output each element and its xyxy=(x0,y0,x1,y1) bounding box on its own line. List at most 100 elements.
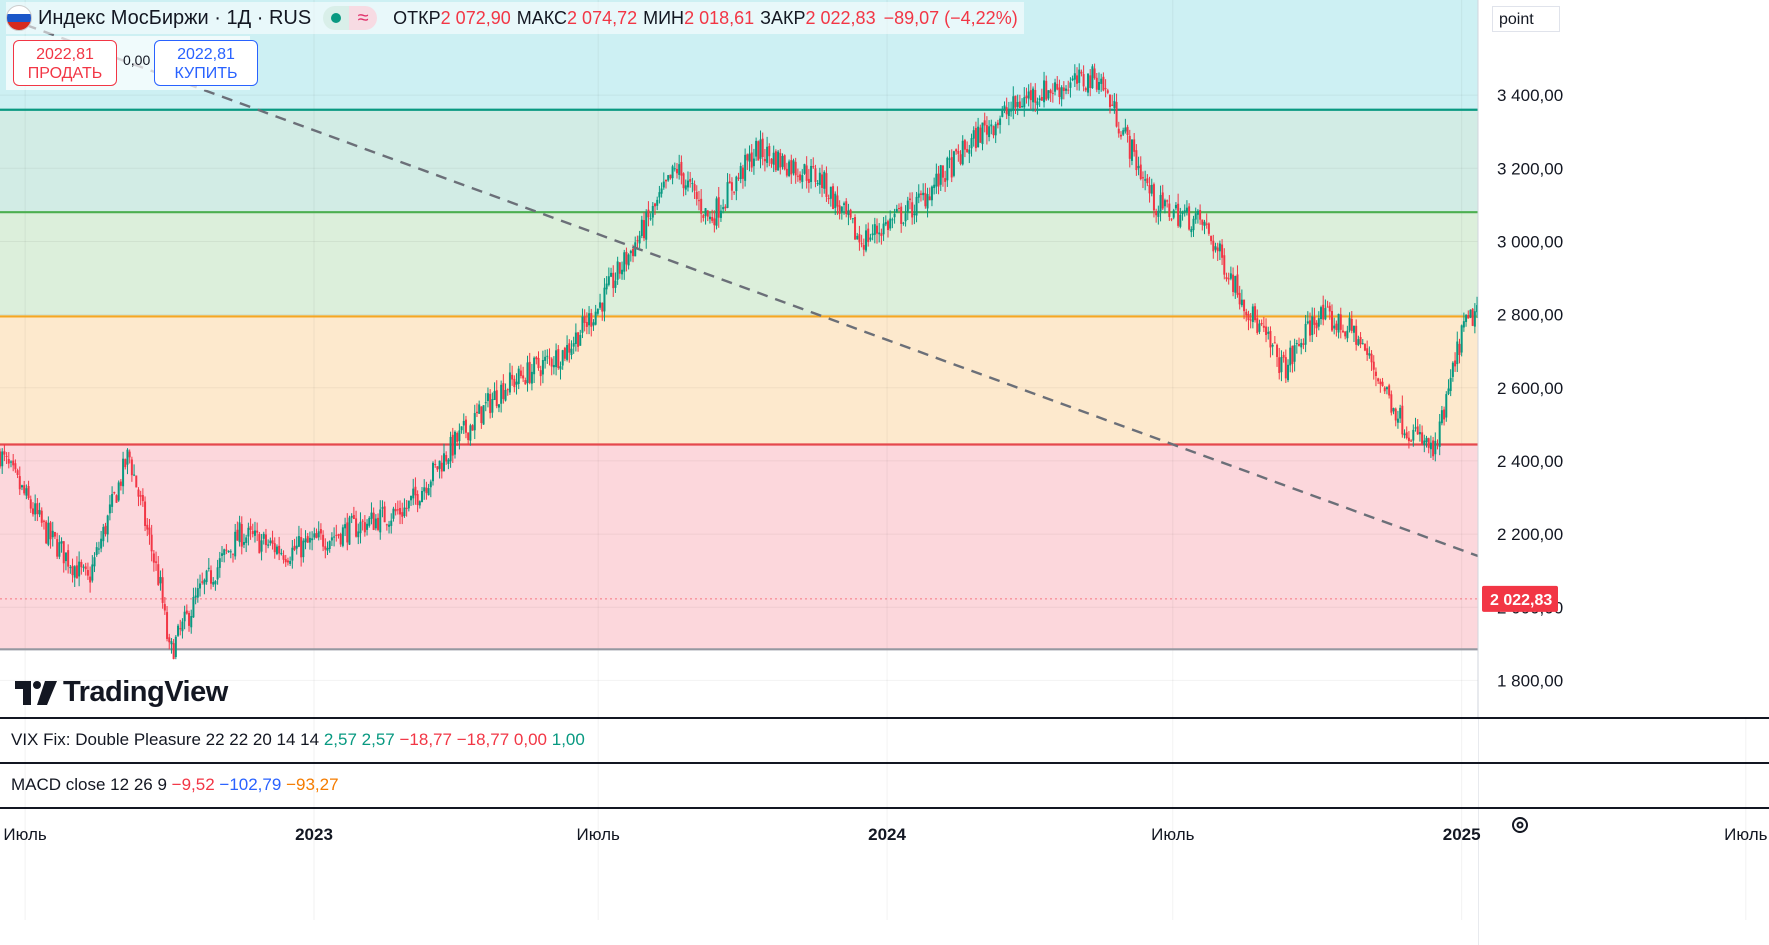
candle-672 xyxy=(1476,296,1479,319)
candle-633 xyxy=(1390,390,1393,416)
candle-body xyxy=(763,158,766,162)
vix-legend[interactable]: VIX Fix: Double Pleasure 22 22 20 14 14 … xyxy=(11,730,585,750)
candle-115 xyxy=(251,523,254,538)
macd-legend[interactable]: MACD close 12 26 9 −9,52 −102,79 −93,27 xyxy=(11,775,339,795)
candle-16 xyxy=(34,494,37,521)
candle-217 xyxy=(475,403,478,418)
candle-39 xyxy=(84,562,87,576)
candle-555 xyxy=(1218,240,1221,261)
candle-230 xyxy=(504,383,507,402)
candle-body xyxy=(108,504,111,514)
candle-body xyxy=(7,459,10,464)
candle-586 xyxy=(1287,359,1290,383)
candle-body xyxy=(834,193,837,208)
candle-350 xyxy=(768,143,771,167)
x-tick-label-2: Июль xyxy=(576,825,620,844)
candle-body xyxy=(1144,179,1147,181)
candle-275 xyxy=(603,278,606,322)
candle-body xyxy=(148,527,151,535)
vix-value-5: 0,00 xyxy=(513,730,548,749)
candle-body xyxy=(469,425,472,441)
candle-body xyxy=(36,503,39,515)
candle-14 xyxy=(29,495,32,513)
candle-114 xyxy=(249,518,252,540)
candle-body xyxy=(1038,98,1041,101)
candle-body xyxy=(1194,213,1197,220)
candle-472 xyxy=(1036,97,1039,115)
candle-body xyxy=(223,549,226,555)
candle-body xyxy=(427,488,430,496)
candle-520 xyxy=(1141,171,1144,189)
candle-336 xyxy=(737,172,740,181)
candle-body xyxy=(203,579,206,585)
candle-body xyxy=(1445,394,1448,418)
candle-body xyxy=(522,375,525,379)
candle-308 xyxy=(675,163,678,179)
candle-518 xyxy=(1137,156,1140,176)
candle-body xyxy=(886,221,889,231)
candle-152 xyxy=(333,527,336,547)
candle-body xyxy=(915,196,918,216)
candle-476 xyxy=(1045,75,1048,101)
candle-483 xyxy=(1060,85,1063,107)
candle-body xyxy=(537,357,540,369)
candle-507 xyxy=(1113,93,1116,114)
candle-body xyxy=(530,371,533,384)
price-axis[interactable] xyxy=(1478,0,1769,945)
candle-body xyxy=(192,597,195,618)
candle-295 xyxy=(647,201,650,227)
candle-body xyxy=(884,222,887,225)
candle-body xyxy=(535,357,538,360)
candle-209 xyxy=(458,423,461,450)
settings-gear-icon[interactable] xyxy=(1509,814,1531,836)
candle-202 xyxy=(442,443,445,472)
candle-body xyxy=(636,240,639,242)
candle-105 xyxy=(229,549,232,559)
candle-539 xyxy=(1183,204,1186,217)
candle-2 xyxy=(3,444,6,462)
candle-304 xyxy=(667,174,670,182)
x-tick-label-4: Июль xyxy=(1151,825,1195,844)
candle-body xyxy=(300,537,303,558)
candle-body xyxy=(1269,331,1272,348)
candle-body xyxy=(1359,337,1362,345)
candle-body xyxy=(159,576,162,584)
candle-body xyxy=(601,302,604,312)
candle-193 xyxy=(423,479,426,500)
candle-body xyxy=(188,613,191,626)
candle-171 xyxy=(374,514,377,531)
candle-203 xyxy=(445,451,448,465)
candle-256 xyxy=(561,349,564,370)
candle-body xyxy=(1082,74,1085,87)
candle-153 xyxy=(335,524,338,542)
candle-body xyxy=(1363,343,1366,351)
candle-179 xyxy=(392,506,395,522)
candle-body xyxy=(453,431,456,455)
candle-body xyxy=(746,154,749,161)
status-pill[interactable]: ≈ xyxy=(323,6,378,30)
candle-body xyxy=(234,531,237,557)
candle-body xyxy=(392,508,395,519)
macd-value-3: −93,27 xyxy=(286,775,339,794)
candle-142 xyxy=(311,531,314,551)
buy-button[interactable]: 2022,81 КУПИТЬ xyxy=(154,40,258,86)
candle-496 xyxy=(1089,69,1092,97)
candle-629 xyxy=(1381,377,1384,387)
candle-649 xyxy=(1425,435,1428,448)
candle-body xyxy=(339,533,342,545)
sell-button[interactable]: 2022,81 ПРОДАТЬ xyxy=(13,40,117,86)
candle-173 xyxy=(379,500,382,540)
symbol-title[interactable]: Индекс МосБиржи · 1Д · RUS xyxy=(38,6,312,29)
axis-unit-label[interactable]: point xyxy=(1492,6,1560,32)
candle-294 xyxy=(645,209,648,249)
candle-body xyxy=(1188,206,1191,230)
trendline[interactable] xyxy=(7,17,1479,558)
candle-127 xyxy=(278,536,281,561)
candle-138 xyxy=(302,538,305,563)
y-tick-label-0: 1 800,00 xyxy=(1497,671,1563,690)
candle-409 xyxy=(897,203,900,212)
candle-423 xyxy=(928,187,931,201)
candle-body xyxy=(1161,192,1164,209)
candle-129 xyxy=(282,550,285,564)
